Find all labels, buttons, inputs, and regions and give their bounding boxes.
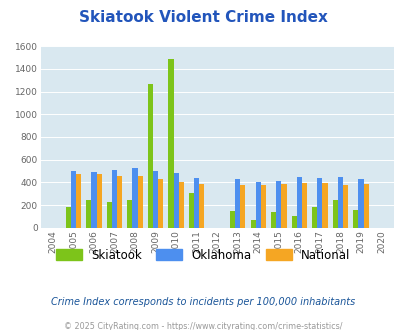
Bar: [322, 183, 327, 228]
Bar: [127, 200, 132, 228]
Bar: [275, 181, 281, 228]
Bar: [71, 171, 76, 228]
Bar: [173, 173, 178, 228]
Bar: [132, 168, 137, 228]
Bar: [112, 170, 117, 228]
Bar: [199, 184, 204, 228]
Bar: [230, 211, 234, 228]
Bar: [158, 179, 163, 228]
Bar: [194, 178, 199, 228]
Bar: [168, 59, 173, 228]
Bar: [147, 83, 153, 228]
Bar: [317, 178, 322, 228]
Text: Skiatook Violent Crime Index: Skiatook Violent Crime Index: [79, 10, 326, 25]
Legend: Skiatook, Oklahoma, National: Skiatook, Oklahoma, National: [51, 244, 354, 266]
Bar: [342, 184, 347, 228]
Bar: [358, 180, 362, 228]
Bar: [91, 172, 96, 228]
Bar: [352, 210, 358, 228]
Bar: [311, 207, 317, 228]
Bar: [178, 182, 183, 228]
Bar: [332, 200, 337, 228]
Bar: [137, 176, 143, 228]
Bar: [153, 171, 158, 228]
Text: © 2025 CityRating.com - https://www.cityrating.com/crime-statistics/: © 2025 CityRating.com - https://www.city…: [64, 322, 341, 330]
Bar: [301, 183, 306, 228]
Bar: [96, 174, 101, 228]
Bar: [86, 200, 91, 228]
Bar: [117, 176, 122, 228]
Bar: [255, 182, 260, 228]
Bar: [281, 184, 286, 228]
Bar: [362, 184, 368, 228]
Bar: [66, 207, 71, 228]
Bar: [76, 174, 81, 228]
Bar: [107, 202, 112, 228]
Bar: [337, 177, 342, 228]
Text: Crime Index corresponds to incidents per 100,000 inhabitants: Crime Index corresponds to incidents per…: [51, 297, 354, 307]
Bar: [271, 212, 275, 228]
Bar: [188, 192, 194, 228]
Bar: [291, 216, 296, 228]
Bar: [234, 179, 240, 228]
Bar: [240, 184, 245, 228]
Bar: [250, 220, 255, 228]
Bar: [296, 177, 301, 228]
Bar: [260, 184, 265, 228]
